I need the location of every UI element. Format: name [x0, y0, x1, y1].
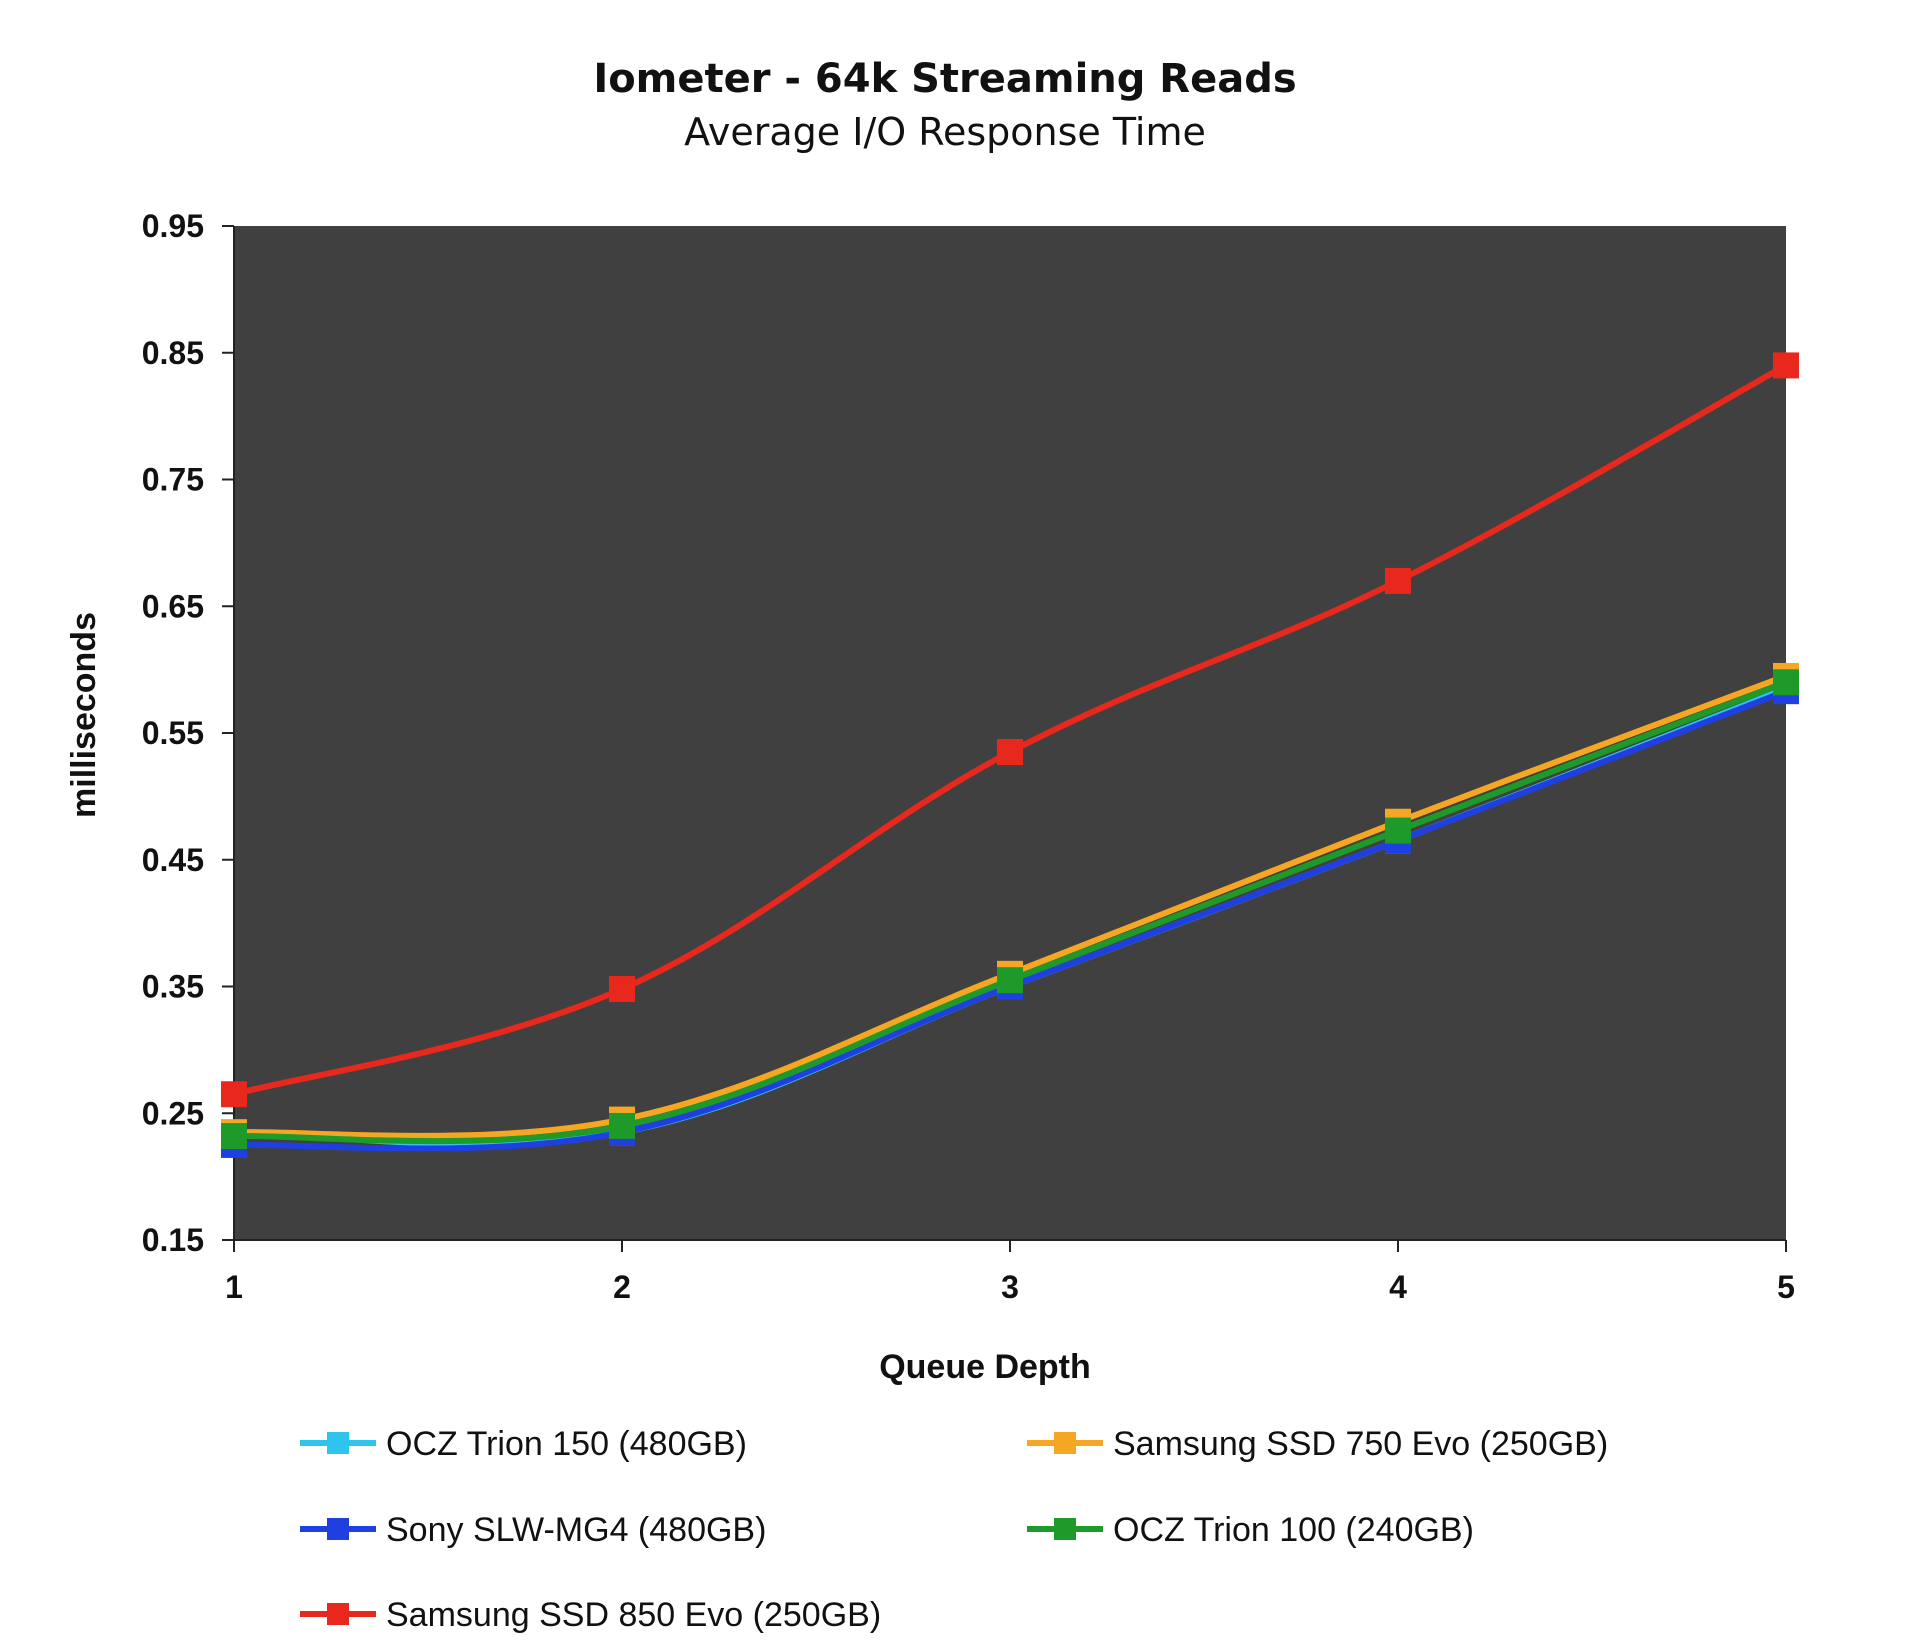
y-tick-label: 0.25	[142, 1095, 204, 1131]
legend-label: Samsung SSD 850 Evo (250GB)	[386, 1596, 881, 1634]
series-markers	[221, 352, 1799, 1158]
x-tick-label: 1	[225, 1269, 243, 1305]
data-point-marker	[609, 976, 635, 1003]
plot-area	[234, 226, 1786, 1240]
data-point-marker	[1385, 567, 1411, 594]
legend-label: OCZ Trion 150 (480GB)	[386, 1425, 747, 1463]
x-tick-label: 4	[1389, 1269, 1407, 1305]
data-point-marker	[1773, 352, 1799, 379]
data-point-marker	[609, 1112, 635, 1139]
legend-label: Sony SLW-MG4 (480GB)	[386, 1511, 766, 1549]
data-point-marker	[1385, 817, 1411, 844]
x-axis-label: Queue Depth	[879, 1348, 1091, 1386]
chart-title: Iometer - 64k Streaming Reads	[593, 56, 1296, 102]
y-tick-label: 0.45	[142, 842, 204, 878]
legend-swatch-marker	[327, 1518, 349, 1540]
legend-swatch-marker	[1054, 1432, 1076, 1454]
y-tick-label: 0.35	[142, 969, 204, 1005]
y-tick-label: 0.15	[142, 1222, 204, 1258]
legend-swatch-marker	[327, 1432, 349, 1454]
x-tick-label: 3	[1001, 1269, 1019, 1305]
x-axis-ticks: 1 2 3 4 5	[225, 1240, 1795, 1305]
legend-label: Samsung SSD 750 Evo (250GB)	[1113, 1425, 1608, 1463]
y-tick-label: 0.65	[142, 588, 204, 624]
y-axis-label: milliseconds	[65, 612, 103, 818]
y-tick-label: 0.75	[142, 462, 204, 498]
legend: OCZ Trion 150 (480GB) Samsung SSD 750 Evo…	[300, 1425, 1608, 1634]
legend-swatch-marker	[327, 1603, 349, 1625]
x-tick-label: 2	[613, 1269, 631, 1305]
data-point-marker	[1773, 669, 1799, 696]
data-point-marker	[997, 967, 1023, 994]
y-tick-label: 0.95	[142, 208, 204, 244]
y-tick-label: 0.55	[142, 715, 204, 751]
y-tick-label: 0.85	[142, 335, 204, 371]
data-point-marker	[221, 1081, 247, 1108]
legend-label: OCZ Trion 100 (240GB)	[1113, 1511, 1474, 1549]
x-tick-label: 5	[1777, 1269, 1795, 1305]
chart-subtitle: Average I/O Response Time	[684, 110, 1206, 154]
y-axis-ticks: 0.15 0.25 0.35 0.45 0.55 0.65 0.75 0.85 0.95	[142, 208, 234, 1258]
legend-swatch-marker	[1054, 1518, 1076, 1540]
data-point-marker	[997, 739, 1023, 766]
data-point-marker	[221, 1123, 247, 1150]
